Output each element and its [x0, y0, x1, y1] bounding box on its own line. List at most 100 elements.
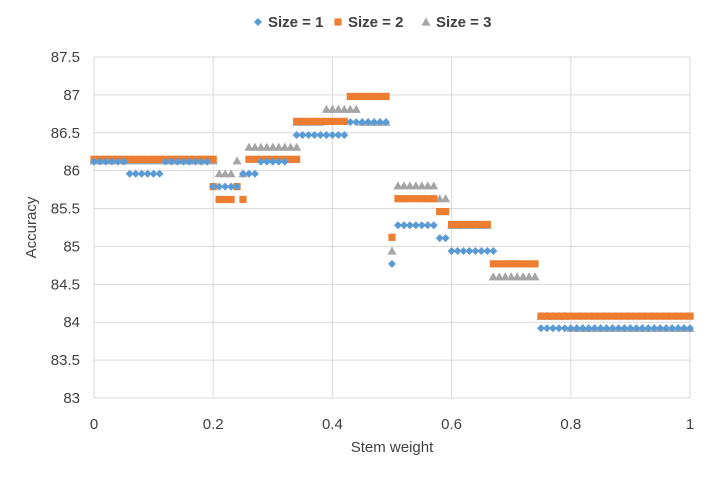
legend-entry: Size = 3	[421, 14, 491, 31]
data-point	[459, 220, 468, 229]
data-point	[650, 312, 658, 320]
data-point	[132, 155, 140, 163]
data-point	[650, 324, 659, 333]
data-point	[370, 118, 379, 127]
data-point	[370, 92, 378, 101]
data-point	[412, 195, 420, 203]
y-tick-label: 83	[63, 390, 80, 407]
y-axis-title: Accuracy	[23, 196, 40, 258]
data-point	[227, 195, 235, 204]
data-point	[382, 92, 390, 101]
data-point	[555, 312, 563, 320]
data-point	[292, 131, 301, 140]
data-point	[239, 195, 247, 204]
data-point	[453, 220, 462, 229]
data-point	[411, 221, 420, 230]
data-point	[423, 181, 433, 190]
data-point	[251, 155, 259, 163]
data-point	[668, 324, 677, 333]
data-point	[226, 169, 236, 178]
legend-label: Size = 1	[268, 14, 323, 31]
data-point	[274, 157, 283, 166]
data-point	[322, 131, 331, 140]
data-point	[668, 312, 676, 320]
y-tick-label: 85	[63, 238, 80, 255]
data-point	[567, 312, 575, 320]
x-tick-label: 0.8	[560, 416, 581, 433]
data-point	[597, 312, 605, 320]
data-point	[430, 195, 438, 203]
data-point	[537, 324, 545, 333]
data-point	[345, 104, 355, 113]
data-point	[321, 104, 331, 113]
x-tick-label: 0	[90, 416, 98, 433]
data-point	[674, 324, 683, 333]
data-point	[245, 155, 253, 163]
data-point	[674, 312, 682, 320]
data-point	[298, 131, 307, 140]
data-point	[644, 312, 652, 320]
legend-marker	[334, 18, 342, 26]
data-point	[620, 312, 629, 320]
data-point	[453, 246, 462, 255]
data-point	[388, 233, 396, 241]
data-point	[572, 324, 581, 333]
legend-marker	[421, 17, 431, 26]
data-point	[232, 156, 242, 165]
data-point	[549, 312, 557, 320]
data-point	[239, 169, 247, 178]
data-point	[179, 157, 188, 166]
data-point	[144, 155, 152, 163]
data-point	[268, 142, 278, 151]
data-point	[299, 117, 307, 126]
data-point	[424, 195, 432, 203]
data-point	[250, 169, 259, 178]
data-point	[221, 195, 229, 204]
data-point	[608, 312, 617, 320]
data-point	[286, 142, 296, 151]
data-point	[525, 260, 533, 268]
data-point	[405, 181, 415, 190]
data-point	[126, 155, 134, 163]
data-point	[220, 169, 230, 178]
data-point	[155, 155, 164, 163]
legend-label: Size = 3	[436, 14, 491, 31]
data-point	[495, 260, 503, 268]
data-point	[328, 117, 336, 126]
data-point	[591, 312, 599, 320]
data-point	[620, 324, 629, 333]
x-tick-label: 0.2	[203, 416, 224, 433]
data-point	[393, 221, 402, 230]
y-tick-label: 86	[63, 163, 80, 180]
data-point	[513, 260, 521, 268]
data-point	[256, 142, 266, 151]
data-point	[537, 312, 545, 320]
data-point	[614, 324, 623, 333]
series-2	[90, 92, 694, 320]
data-point	[113, 157, 122, 166]
data-point	[274, 142, 284, 151]
data-point	[167, 157, 176, 166]
data-point	[680, 324, 689, 333]
data-point	[387, 246, 397, 255]
data-point	[155, 169, 164, 178]
data-point	[327, 104, 337, 113]
data-point	[596, 324, 605, 333]
data-point	[435, 194, 445, 203]
data-point	[554, 324, 563, 333]
data-point	[256, 157, 265, 166]
data-point	[209, 155, 217, 163]
legend: Size = 1 Size = 2 Size = 3	[254, 14, 491, 31]
data-point	[585, 312, 593, 320]
data-point	[358, 92, 366, 101]
data-point	[441, 234, 450, 243]
data-point	[352, 118, 361, 127]
data-point	[149, 169, 158, 178]
y-tick-label: 87.5	[51, 49, 80, 66]
data-point	[548, 324, 557, 333]
data-point	[90, 157, 98, 166]
data-point	[405, 221, 414, 230]
data-point	[411, 181, 421, 190]
series-3	[89, 104, 695, 332]
